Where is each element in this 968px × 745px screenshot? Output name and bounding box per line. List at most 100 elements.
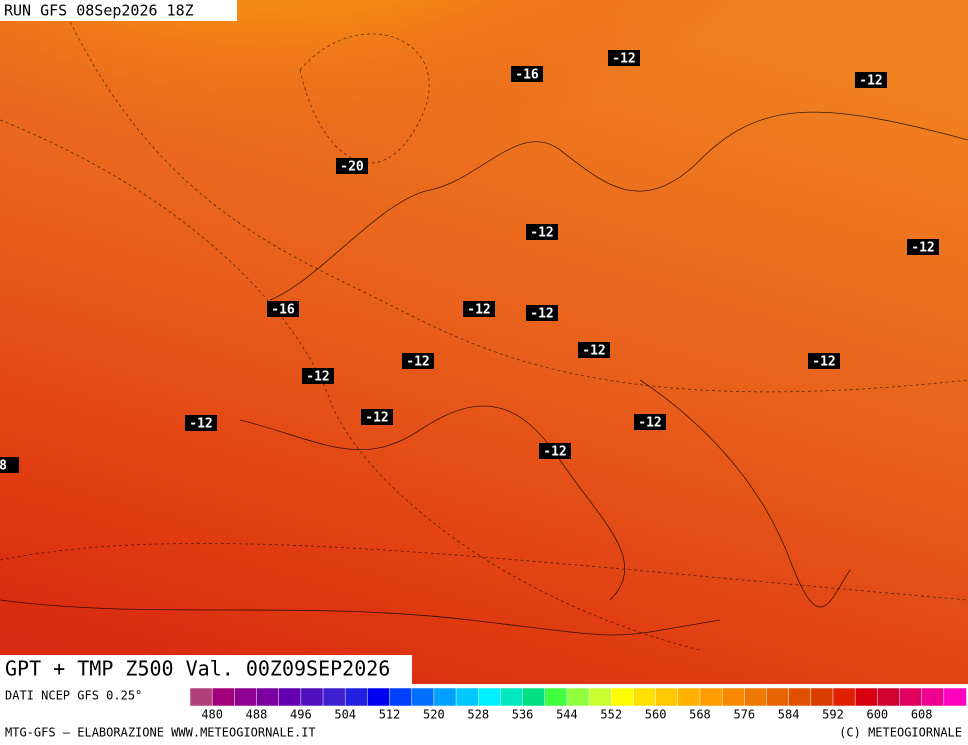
colorbar-tick-label: 480 — [201, 708, 223, 722]
color-swatch — [854, 687, 879, 707]
map-title: GPT + TMP Z500 Val. 00Z09SEP2026 — [5, 657, 390, 681]
label-text: -16 — [515, 68, 539, 83]
label-box — [907, 239, 939, 255]
color-swatch — [810, 687, 834, 707]
header-box — [0, 0, 237, 21]
color-swatch — [522, 687, 546, 707]
colorbar-tick-label: 536 — [512, 708, 534, 722]
temperature-label: -12 — [578, 342, 610, 359]
colorbar-tick-label: 592 — [822, 708, 844, 722]
temperature-label: -12 — [526, 305, 558, 322]
color-swatch — [899, 687, 923, 707]
label-box — [608, 50, 640, 66]
temperature-label: -12 — [539, 443, 571, 460]
label-text: -12 — [530, 226, 553, 241]
label-text: -12 — [306, 370, 329, 385]
label-box — [463, 301, 495, 317]
label-box — [578, 342, 610, 358]
color-swatch — [699, 687, 723, 707]
label-box — [267, 301, 299, 317]
temperature-label: -12 — [855, 72, 887, 89]
temperature-label: -20 — [336, 158, 368, 175]
temperature-label: -12 — [808, 353, 840, 370]
color-swatch — [943, 687, 967, 707]
color-swatch — [234, 687, 258, 707]
color-swatch — [433, 687, 457, 707]
title-box — [0, 655, 412, 684]
color-swatch — [211, 687, 236, 707]
label-text: -12 — [530, 307, 553, 322]
colorbar-tick-label: 496 — [290, 708, 312, 722]
colorbar-tick-label: 568 — [689, 708, 711, 722]
color-swatch — [477, 687, 502, 707]
label-box — [808, 353, 840, 369]
label-box — [855, 72, 887, 88]
label-text: -16 — [271, 303, 295, 318]
color-swatch — [455, 687, 479, 707]
label-text: -12 — [612, 52, 635, 67]
temperature-label: -12 — [907, 239, 939, 256]
label-text: -12 — [467, 303, 490, 318]
isolines — [0, 0, 968, 651]
color-swatch — [278, 687, 302, 707]
label-box — [0, 457, 19, 473]
color-swatch — [300, 687, 324, 707]
label-text: -12 — [189, 417, 212, 432]
color-swatch — [500, 687, 524, 707]
coastlines — [0, 111, 968, 636]
temperature-label: -12 — [463, 301, 495, 318]
label-box — [185, 415, 217, 431]
label-box — [526, 305, 558, 321]
label-text: -12 — [582, 344, 605, 359]
colorbar-tick-label: 544 — [556, 708, 578, 722]
color-swatch — [721, 687, 746, 707]
label-text: -12 — [543, 445, 566, 460]
label-text: -12 — [638, 416, 661, 431]
color-swatch — [766, 687, 790, 707]
data-source: DATI NCEP GFS 0.25° — [5, 689, 142, 703]
color-swatch — [788, 687, 812, 707]
temperature-label: -12 — [608, 50, 640, 67]
temperature-label: -12 — [302, 368, 334, 385]
temperature-label: 8 — [0, 457, 19, 474]
color-swatch — [544, 687, 568, 707]
color-swatch — [189, 687, 213, 707]
colorbar-tick-label: 552 — [600, 708, 622, 722]
color-swatch — [367, 687, 391, 707]
label-box — [526, 224, 558, 240]
label-box — [511, 66, 543, 82]
colorbar-tick-label: 528 — [467, 708, 489, 722]
label-box — [539, 443, 571, 459]
colorbar-tick-label: 512 — [379, 708, 401, 722]
label-box — [634, 414, 666, 430]
color-swatch — [256, 687, 280, 707]
color-swatch — [411, 687, 435, 707]
label-box — [302, 368, 334, 384]
temperature-label: -12 — [402, 353, 434, 370]
color-swatch — [677, 687, 701, 707]
cold-pool — [0, 0, 940, 500]
temperature-label: -12 — [185, 415, 217, 432]
run-info: RUN GFS 08Sep2026 18Z — [4, 2, 194, 20]
color-swatch — [877, 687, 901, 707]
credit-left: MTG-GFS — ELABORAZIONE WWW.METEOGIORNALE… — [5, 726, 316, 740]
color-swatch — [611, 687, 635, 707]
color-swatch — [832, 687, 856, 707]
label-text: -12 — [911, 241, 934, 256]
color-swatch — [566, 687, 590, 707]
label-box — [402, 353, 434, 369]
label-text: -12 — [812, 355, 835, 370]
colorbar-tick-label: 560 — [645, 708, 667, 722]
color-swatch — [344, 687, 369, 707]
temperature-label: -12 — [361, 409, 393, 426]
temperature-label: -12 — [526, 224, 558, 241]
color-swatch — [655, 687, 679, 707]
temperature-label: -16 — [267, 301, 299, 318]
label-text: 8 — [0, 459, 7, 474]
color-swatch — [389, 687, 413, 707]
color-swatch — [921, 687, 945, 707]
credit-right: (C) METEOGIORNALE — [839, 726, 962, 740]
temperature-label: -16 — [511, 66, 543, 83]
